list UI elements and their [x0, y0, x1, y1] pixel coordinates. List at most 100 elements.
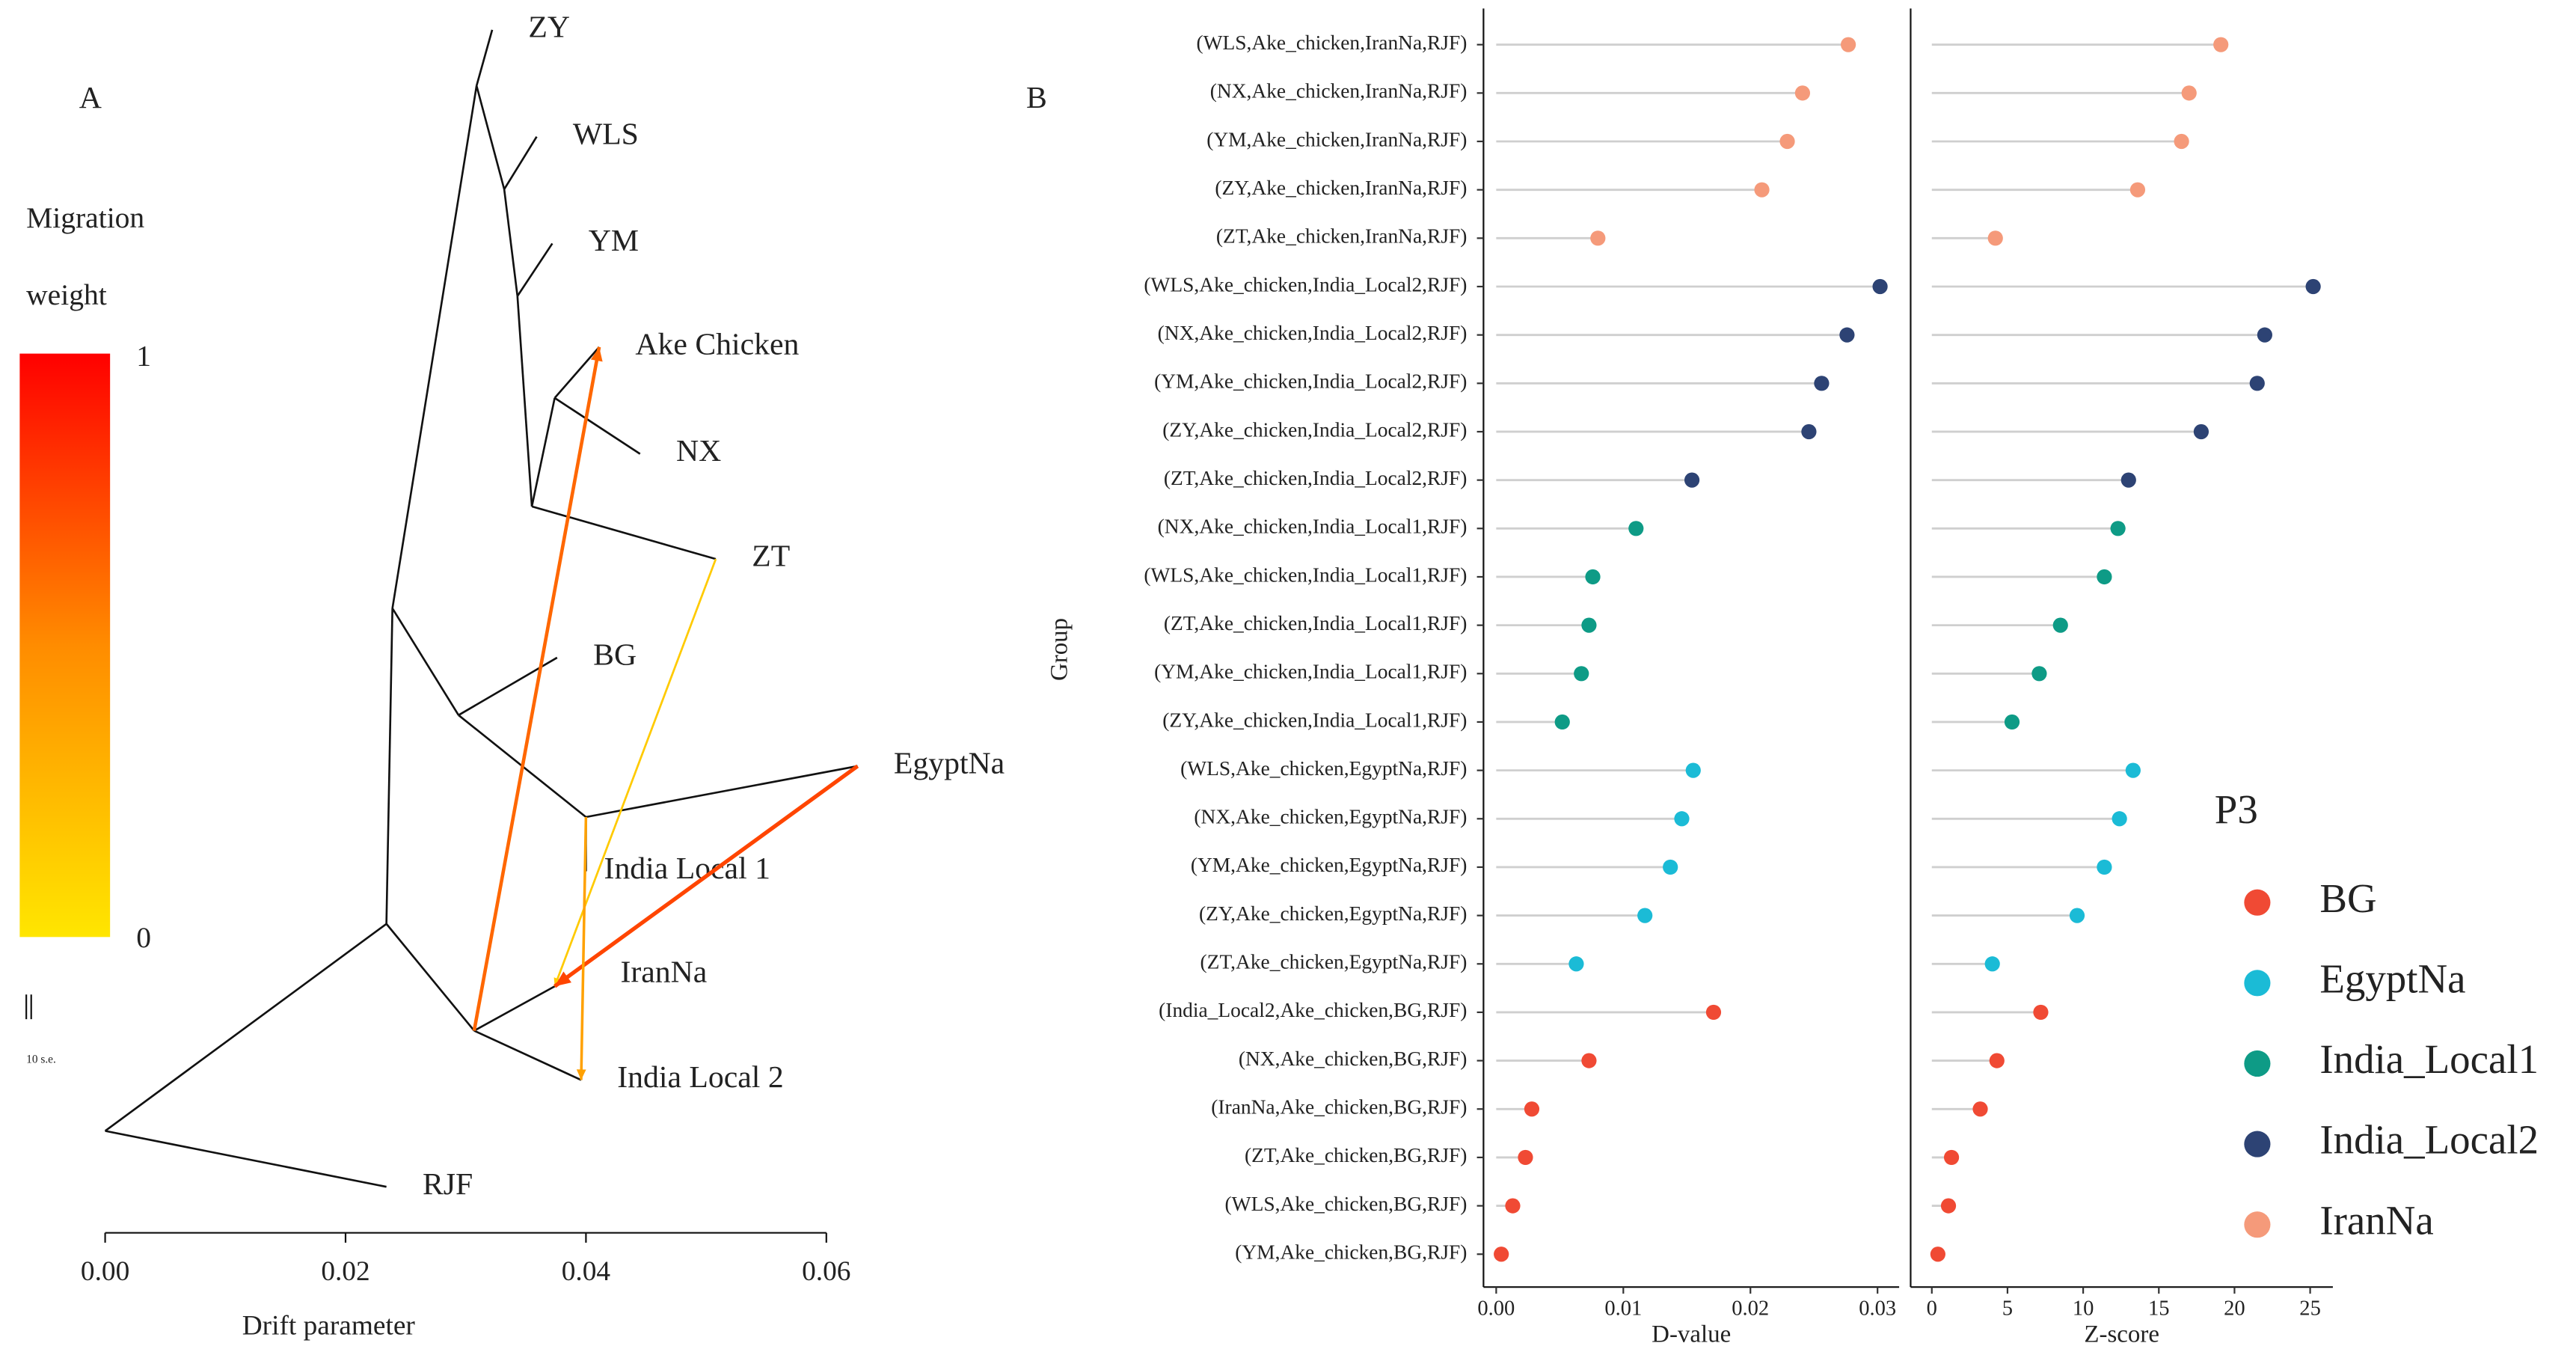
y-tick-label: (NX,Ake_chicken,India_Local1,RJF)	[1158, 516, 1468, 538]
x-tick-label: 15	[2148, 1297, 2170, 1320]
lollipop-dot	[2004, 714, 2020, 730]
x-tick-label: 0.01	[1604, 1297, 1642, 1320]
leaf-label: ZY	[528, 10, 570, 44]
lollipop-dot	[1494, 1247, 1509, 1262]
x-tick-label: 0.00	[81, 1256, 129, 1287]
y-tick-label: (YM,Ake_chicken,India_Local1,RJF)	[1154, 661, 1467, 683]
tree-edge	[104, 923, 387, 1132]
lollipop-dot	[2193, 423, 2209, 440]
y-tick-label: (ZY,Ake_chicken,India_Local2,RJF)	[1162, 418, 1467, 441]
colorbar-tick-label: 0	[136, 921, 151, 954]
tree-edge	[553, 397, 641, 455]
x-axis-title: D-value	[1652, 1321, 1731, 1348]
lollipop-dot	[2120, 472, 2136, 488]
lollipop-dot	[2174, 133, 2189, 150]
lollipop-dot	[2181, 85, 2197, 101]
lollipop-dot	[1930, 1247, 1945, 1262]
tree-edge	[391, 608, 460, 716]
leaf-label: RJF	[423, 1167, 473, 1202]
lollipop-dot	[2069, 908, 2085, 923]
leaf-label: India Local 2	[617, 1060, 783, 1095]
y-tick-label: (NX,Ake_chicken,EgyptNa,RJF)	[1194, 806, 1467, 828]
migration-arrowhead	[554, 971, 571, 987]
x-tick-label: 0.06	[802, 1256, 850, 1287]
tree-edge	[503, 189, 519, 296]
tree-edge	[516, 242, 553, 297]
y-tick-label: (ZT,Ake_chicken,India_Local1,RJF)	[1164, 612, 1468, 634]
y-tick-label: (WLS,Ake_chicken,India_Local1,RJF)	[1144, 563, 1467, 586]
migration-arrowhead	[576, 1069, 586, 1080]
lollipop-dot	[2249, 376, 2265, 391]
tree-edge	[475, 85, 506, 190]
tree-edge	[385, 608, 393, 924]
tree-edge	[473, 1030, 582, 1081]
tree-edge	[475, 29, 494, 86]
x-tick-label: 20	[2224, 1297, 2245, 1320]
tree-edge	[385, 923, 475, 1032]
legend-label: India_Local1	[2319, 1036, 2539, 1082]
lollipop-dot	[1663, 859, 1678, 875]
y-axis-title: Group	[1046, 618, 1073, 681]
migration-edge	[580, 816, 588, 1080]
migration-arrowhead	[590, 346, 603, 362]
scale-label: 10 s.e.	[26, 1053, 56, 1066]
lollipop-dot	[1581, 1053, 1597, 1068]
lollipop-dot	[1943, 1149, 1960, 1166]
lollipop-dot	[2052, 617, 2068, 633]
legend-swatch	[2244, 1050, 2271, 1077]
lollipop-dot	[1684, 472, 1700, 488]
lollipop-dot	[1814, 376, 1830, 391]
y-tick-label: (ZT,Ake_chicken,India_Local2,RJF)	[1164, 467, 1468, 489]
lollipop-dot	[2097, 569, 2112, 585]
colorbar-tick-label: 1	[136, 339, 151, 372]
lollipop-dot	[2033, 1004, 2049, 1021]
lollipop-dot	[2129, 182, 2146, 198]
tree-edge	[586, 765, 858, 819]
lollipop-dot	[1518, 1149, 1533, 1166]
leaf-label: NX	[676, 434, 721, 468]
x-axis-title: Z-score	[2084, 1321, 2159, 1348]
x-tick-label: 0.03	[1859, 1297, 1896, 1320]
lollipop-dot	[2110, 521, 2126, 536]
y-tick-label: (ZY,Ake_chicken,India_Local1,RJF)	[1162, 709, 1467, 731]
legend-label: BG	[2319, 875, 2376, 921]
y-tick-label: (WLS,Ake_chicken,BG,RJF)	[1225, 1193, 1468, 1215]
lollipop-dot	[1568, 956, 1584, 972]
lollipop-dot	[1987, 230, 2003, 246]
leaf-label: ZT	[752, 539, 790, 574]
lollipop-dot	[1628, 521, 1644, 536]
lollipop-dot	[1524, 1101, 1540, 1117]
legend-label: EgyptNa	[2319, 955, 2465, 1001]
colorbar	[19, 353, 111, 938]
y-tick-label: (YM,Ake_chicken,BG,RJF)	[1235, 1241, 1467, 1264]
y-tick-label: (ZT,Ake_chicken,BG,RJF)	[1245, 1144, 1467, 1166]
y-tick-label: (NX,Ake_chicken,BG,RJF)	[1239, 1047, 1468, 1070]
migration-edge	[553, 764, 859, 988]
y-tick-label: (NX,Ake_chicken,India_Local2,RJF)	[1158, 322, 1468, 344]
lollipop-dot	[1637, 908, 1653, 923]
lollipop-dot	[1839, 327, 1855, 343]
y-tick-label: (India_Local2,Ake_chicken,BG,RJF)	[1159, 999, 1467, 1021]
y-tick-label: (ZY,Ake_chicken,EgyptNa,RJF)	[1199, 902, 1467, 925]
y-tick-label: (WLS,Ake_chicken,India_Local2,RJF)	[1144, 273, 1467, 296]
lollipop-dot	[2031, 666, 2047, 682]
leaf-label: EgyptNa	[894, 746, 1005, 780]
tree-edge	[531, 505, 717, 560]
x-tick-label: 0.00	[1477, 1297, 1515, 1320]
x-tick-label: 0.04	[562, 1256, 611, 1287]
legend-title: P3	[2215, 786, 2258, 832]
lollipop-dot	[1574, 666, 1589, 682]
x-tick-label: 25	[2299, 1297, 2321, 1320]
x-tick-label: 0.02	[321, 1256, 369, 1287]
leaf-label: Ake Chicken	[635, 327, 799, 361]
y-tick-label: (YM,Ake_chicken,EgyptNa,RJF)	[1191, 854, 1468, 876]
lollipop-dot	[2257, 327, 2272, 343]
y-tick-label: (NX,Ake_chicken,IranNa,RJF)	[1210, 80, 1468, 103]
lollipop-dot	[1801, 423, 1817, 440]
leaf-label: YM	[589, 224, 639, 258]
y-tick-label: (YM,Ake_chicken,India_Local2,RJF)	[1154, 370, 1467, 393]
lollipop-dot	[2097, 859, 2112, 875]
lollipop-dot	[1581, 617, 1597, 633]
